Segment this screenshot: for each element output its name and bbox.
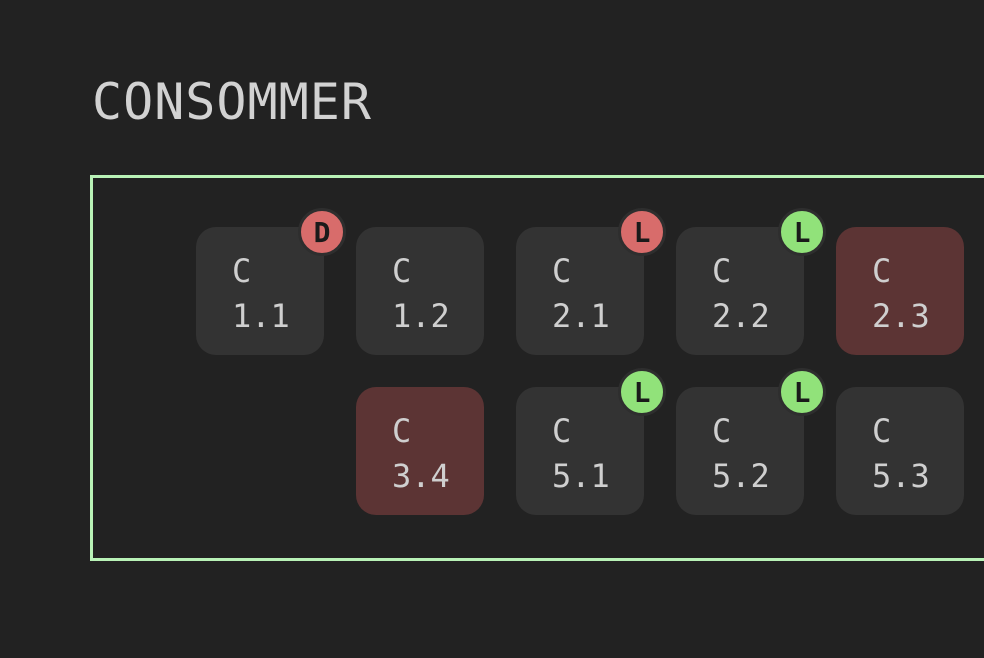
tile-code: 5.1 — [552, 457, 610, 495]
tile-prefix: C — [552, 412, 572, 450]
tile-code: 1.1 — [232, 297, 290, 335]
status-badge: L — [618, 208, 666, 256]
tile-prefix: C — [872, 412, 892, 450]
tile-code: 3.4 — [392, 457, 450, 495]
tile-code: 2.2 — [712, 297, 770, 335]
status-badge: L — [618, 368, 666, 416]
tile-prefix: C — [552, 252, 572, 290]
tile-prefix: C — [712, 412, 732, 450]
tile-c-1-2[interactable]: C 1.2 — [356, 227, 484, 355]
tile-c-5-1[interactable]: C 5.1 L — [516, 368, 666, 515]
tile-panel: C 1.1 D C 1.2 C 2.1 L C 2.2 L C 2.3 C 3.… — [90, 175, 984, 561]
tile-code: 1.2 — [392, 297, 450, 335]
tile-prefix: C — [392, 412, 412, 450]
tile-prefix: C — [232, 252, 252, 290]
tile-c-1-1[interactable]: C 1.1 D — [196, 208, 346, 355]
page-title: CONSOMMER — [92, 73, 372, 131]
tile-prefix: C — [712, 252, 732, 290]
status-badge: L — [778, 208, 826, 256]
status-badge: L — [778, 368, 826, 416]
tile-c-5-2[interactable]: C 5.2 L — [676, 368, 826, 515]
tile-c-2-2[interactable]: C 2.2 L — [676, 208, 826, 355]
tile-c-2-1[interactable]: C 2.1 L — [516, 208, 666, 355]
tile-c-5-3[interactable]: C 5.3 — [836, 387, 964, 515]
tile-code: 2.3 — [872, 297, 930, 335]
tile-code: 2.1 — [552, 297, 610, 335]
tile-c-3-4[interactable]: C 3.4 — [356, 387, 484, 515]
tile-c-2-3[interactable]: C 2.3 — [836, 227, 964, 355]
status-badge: D — [298, 208, 346, 256]
tile-code: 5.2 — [712, 457, 770, 495]
tile-prefix: C — [392, 252, 412, 290]
tile-prefix: C — [872, 252, 892, 290]
tile-code: 5.3 — [872, 457, 930, 495]
